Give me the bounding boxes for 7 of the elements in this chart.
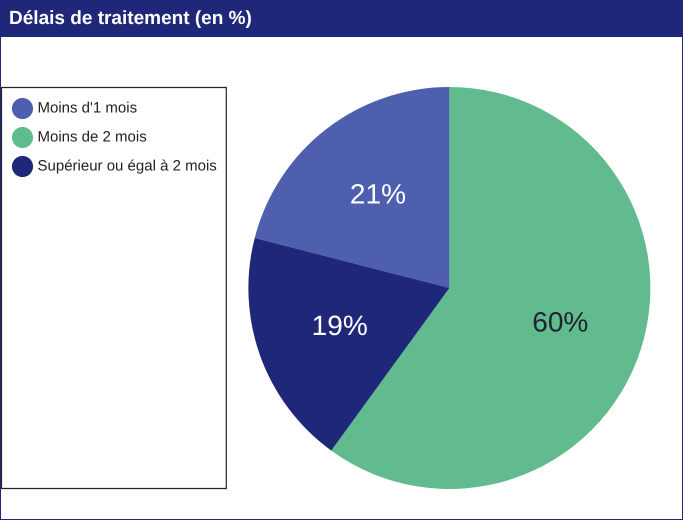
chart-title: Délais de traitement (en %) bbox=[1, 1, 682, 37]
legend-label: Supérieur ou égal à 2 mois bbox=[38, 158, 217, 175]
legend-label: Moins de 2 mois bbox=[38, 128, 147, 146]
data-label: 60% bbox=[532, 306, 588, 338]
data-label: 19% bbox=[312, 310, 368, 342]
legend-label: Moins d'1 mois bbox=[38, 100, 138, 117]
data-label: 21% bbox=[350, 178, 406, 210]
